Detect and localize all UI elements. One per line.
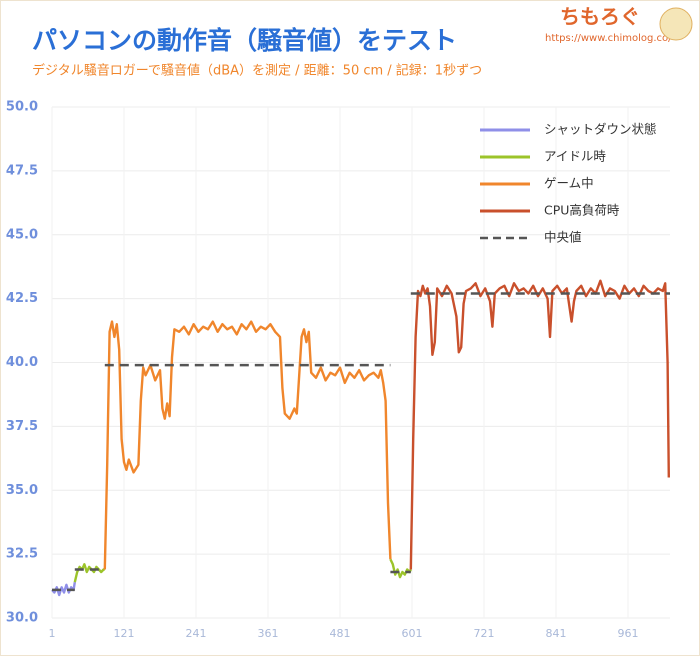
legend-label: ゲーム中 — [544, 176, 594, 191]
series-line — [409, 279, 670, 570]
y-tick-label: 40.0 — [6, 355, 38, 370]
legend-label: CPU高負荷時 — [544, 203, 620, 218]
x-tick-label: 841 — [546, 627, 567, 640]
legend-label: 中央値 — [544, 230, 582, 245]
x-tick-label: 481 — [330, 627, 351, 640]
x-tick-label: 121 — [114, 627, 135, 640]
y-tick-label: 37.5 — [6, 419, 38, 434]
x-tick-label: 1 — [49, 627, 56, 640]
median-line — [52, 292, 670, 592]
y-tick-label: 47.5 — [6, 163, 38, 178]
x-tick-label: 241 — [186, 627, 207, 640]
x-tick-label: 601 — [402, 627, 423, 640]
series-line — [103, 320, 392, 570]
y-tick-label: 32.5 — [6, 547, 38, 562]
x-tick-label: 361 — [258, 627, 279, 640]
legend-label: アイドル時 — [544, 149, 606, 164]
y-tick-label: 50.0 — [6, 100, 38, 115]
logo-icon — [659, 7, 693, 41]
y-tick-label: 35.0 — [6, 483, 38, 498]
x-tick-label: 721 — [474, 627, 495, 640]
chart-title: パソコンの動作音（騒音値）をテスト — [32, 26, 457, 55]
y-tick-label: 30.0 — [6, 611, 38, 626]
logo-name: ちもろぐ — [560, 5, 640, 29]
y-tick-label: 45.0 — [6, 227, 38, 242]
y-tick-label: 42.5 — [6, 291, 38, 306]
chart-subtitle: デジタル騒音ロガーで騒音値（dBA）を測定 / 距離：50 cm / 記録：1秒… — [32, 63, 482, 79]
legend-label: シャットダウン状態 — [544, 122, 657, 137]
x-tick-label: 961 — [618, 627, 639, 640]
logo-url: https://www.chimolog.co/ — [545, 33, 672, 44]
